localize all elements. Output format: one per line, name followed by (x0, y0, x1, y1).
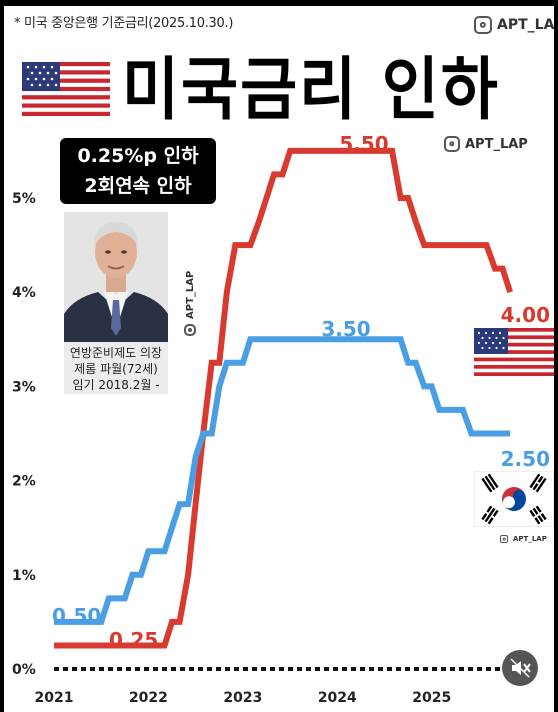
korea-peak-label: 3.50 (321, 317, 370, 341)
instagram-handle-top[interactable]: APT_LAP (474, 16, 554, 34)
korea-end-label: 2.50 (501, 447, 550, 471)
instagram-icon (474, 16, 492, 34)
us-flag-icon (474, 328, 554, 376)
series-line-korea (54, 336, 511, 625)
caption-line-3: 임기 2018.2월 - (72, 378, 160, 392)
us-flag-icon (22, 62, 110, 116)
caption-line-2: 제롬 파월(72세) (74, 362, 158, 376)
y-tick-label: 0% (12, 662, 36, 678)
y-tick-label: 5% (12, 191, 36, 207)
us-peak-label: 5.50 (339, 132, 388, 156)
instagram-handle-small: APT_LAP (500, 535, 547, 543)
instagram-icon (444, 136, 460, 152)
x-tick-label: 2023 (223, 690, 262, 706)
korea-flag-icon (474, 471, 554, 527)
y-tick-label: 1% (12, 568, 36, 584)
y-tick-label: 2% (12, 474, 36, 490)
instagram-handle-chart[interactable]: APT_LAP (444, 136, 528, 152)
rate-chart: 0% 1% 2% 3% 4% 5% 2021 2022 2023 2024 2025 0.25 5.50… (12, 132, 550, 706)
x-tick-label: 2025 (412, 690, 451, 706)
handle-label: APT_LAP (465, 136, 528, 152)
handle-label: APT_LAP (513, 535, 547, 543)
handle-label: APT_LAP (497, 17, 554, 33)
mute-icon (510, 658, 531, 678)
mute-button[interactable] (502, 650, 538, 686)
x-tick-label: 2021 (35, 690, 74, 706)
caption-line-1: 연방준비제도 의장 (69, 346, 163, 360)
chair-caption: 연방준비제도 의장 제롬 파월(72세) 임기 2018.2월 - (64, 342, 168, 394)
rate-cut-badge: 0.25%p 인하 2회연속 인하 (60, 138, 216, 204)
main-title: 미국금리 인하 (122, 49, 500, 130)
infographic-frame: * 미국 중앙은행 기준금리(2025.10.30.) APT_LAP 미국금리… (4, 6, 554, 712)
instagram-icon (500, 535, 508, 543)
us-start-label: 0.25 (109, 628, 158, 652)
badge-line-1: 0.25%p 인하 (77, 145, 199, 167)
x-tick-label: 2022 (129, 690, 168, 706)
subtitle: * 미국 중앙은행 기준금리(2025.10.30.) (14, 16, 234, 31)
chair-portrait-image (64, 212, 168, 342)
x-tick-label: 2024 (318, 690, 357, 706)
y-tick-label: 3% (12, 379, 36, 395)
y-tick-label: 4% (12, 285, 36, 301)
badge-line-2: 2회연속 인하 (84, 175, 192, 197)
us-end-label: 4.00 (501, 303, 550, 327)
korea-start-label: 0.50 (52, 604, 101, 628)
series-line-us (54, 147, 513, 649)
